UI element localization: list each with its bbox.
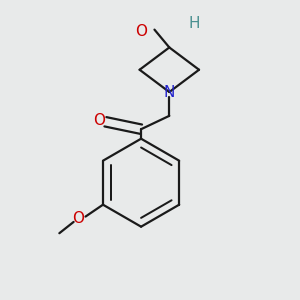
Text: H: H [189, 16, 200, 31]
Text: N: N [164, 85, 175, 100]
Text: O: O [72, 212, 84, 226]
Text: O: O [135, 24, 147, 39]
Text: O: O [93, 113, 105, 128]
